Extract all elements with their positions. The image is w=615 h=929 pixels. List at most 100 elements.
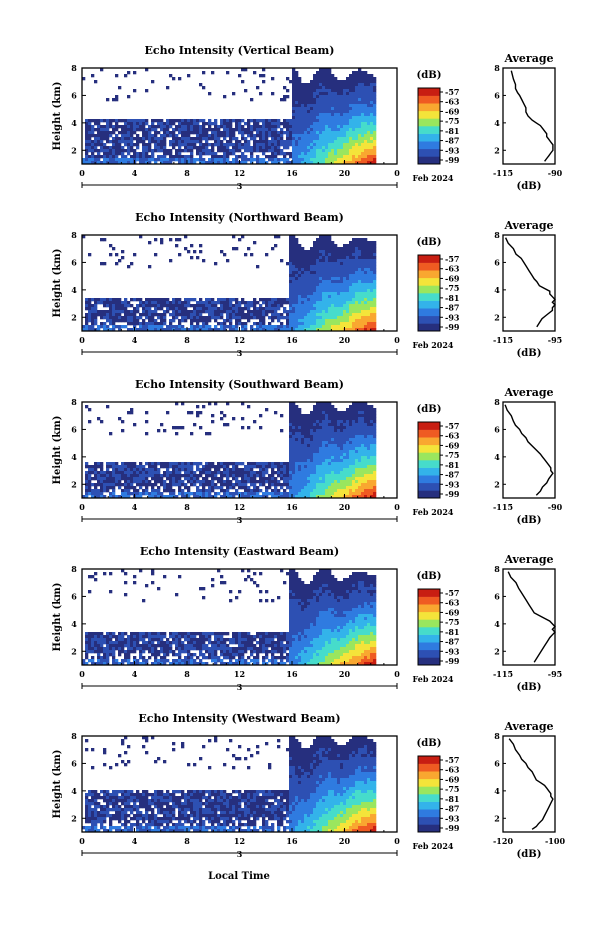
echo-cell [343,277,347,281]
echo-cell [304,486,308,490]
echo-cell [316,95,320,99]
echo-cell [343,256,347,260]
average-profile-line [504,237,556,328]
echo-cell [100,462,104,466]
echo-cell [145,316,149,320]
echo-cell [322,149,326,153]
echo-cell [217,486,221,490]
echo-cell [157,328,161,332]
echo-cell [334,292,338,296]
echo-cell [199,468,203,472]
echo-cell [340,119,344,123]
echo-cell [373,104,377,108]
echo-cell [145,152,149,156]
echo-cell [316,432,320,436]
echo-cell [346,256,350,260]
echo-cell [328,459,332,463]
echo-cell [325,92,329,96]
echo-cell [190,319,194,323]
echo-cell [163,480,167,484]
echo-cell [298,292,302,296]
echo-cell [139,465,143,469]
echo-cell [319,77,323,81]
x-tick-label: 0 [394,168,400,178]
echo-cell [310,104,314,108]
echo-cell [295,107,299,111]
echo-cell [154,480,158,484]
echo-cell [289,253,293,257]
echo-cell [358,456,362,460]
echo-cell [313,495,317,499]
avg-y-tick-label: 6 [494,257,500,267]
echo-cell [334,250,338,254]
echo-cell [364,107,368,111]
echo-cell [172,119,176,123]
echo-cell [277,301,281,305]
echo-cell [373,307,377,311]
echo-cell [250,483,254,487]
echo-cell [154,143,158,147]
echo-cell [289,125,293,129]
echo-cell [295,244,299,248]
echo-cell [187,146,191,150]
echo-cell [133,477,137,481]
echo-cell [283,480,287,484]
echo-cell [103,304,107,308]
echo-cell [325,277,329,281]
echo-cell [358,444,362,448]
echo-cell [253,134,257,138]
echo-cell [292,265,296,269]
echo-cell [208,119,212,123]
echo-cell [298,298,302,302]
echo-cell [319,468,323,472]
echo-cell [352,438,356,442]
echo-cell [298,277,302,281]
echo-cell [367,298,371,302]
echo-cell [166,161,170,165]
echo-cell [115,304,119,308]
echo-cell [310,483,314,487]
y-tick-label: 8 [71,230,77,240]
echo-cell [163,152,167,156]
echo-cell [250,310,254,314]
echo-cell [352,86,356,90]
echo-cell [139,328,143,332]
echo-cell [217,462,221,466]
echo-cell [271,298,275,302]
echo-cell [97,119,101,123]
echo-cell [286,95,290,99]
echo-cell [238,319,242,323]
echo-cell [115,307,119,311]
echo-cell [355,411,359,415]
echo-cell [328,89,332,93]
echo-cell [352,155,356,159]
echo-cell [358,402,362,406]
echo-cell [268,480,272,484]
echo-cell [328,417,332,421]
echo-cell [310,441,314,445]
echo-cell [268,140,272,144]
echo-cell [328,241,332,245]
echo-cell [205,140,209,144]
echo-cell [325,286,329,290]
echo-cell [139,322,143,326]
echo-cell [346,432,350,436]
echo-cell [316,420,320,424]
echo-cell [154,483,158,487]
echo-cell [331,122,335,126]
echo-cell [370,116,374,120]
echo-cell [118,474,122,478]
echo-cell [100,131,104,135]
echo-cell [334,492,338,496]
echo-cell [313,80,317,84]
echo-cell [304,250,308,254]
echo-cell [142,328,146,332]
echo-cell [121,307,125,311]
echo-cell [169,495,173,499]
echo-cell [145,486,149,490]
echo-cell [337,158,341,162]
echo-cell [169,465,173,469]
echo-cell [349,250,353,254]
echo-cell [295,143,299,147]
echo-cell [334,420,338,424]
